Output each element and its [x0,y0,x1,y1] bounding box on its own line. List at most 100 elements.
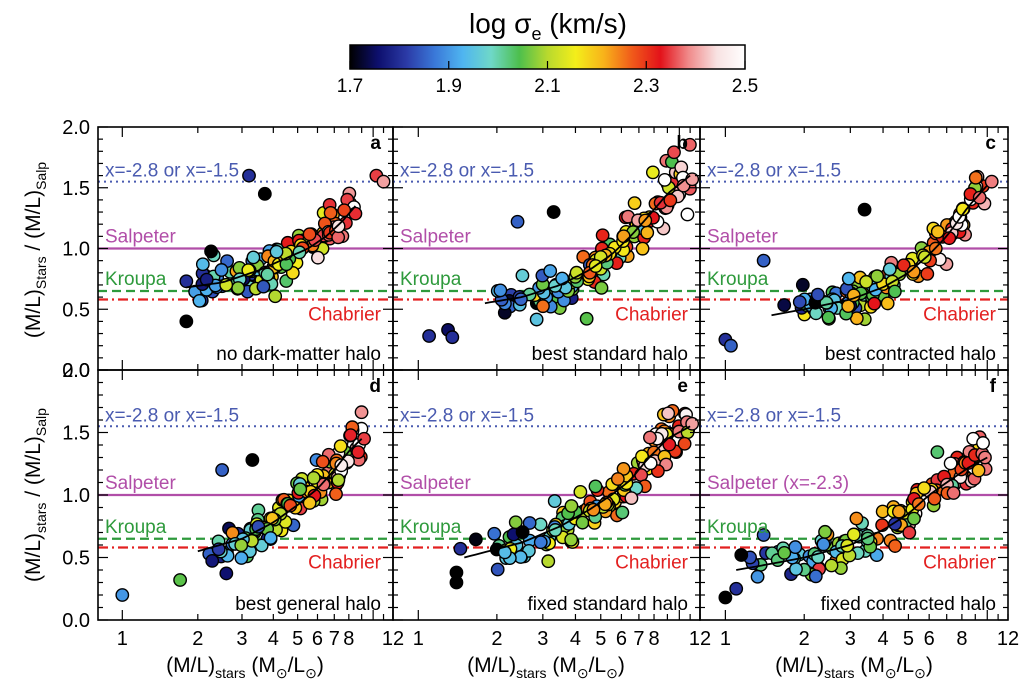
xlabel: (M/L)stars (M⊙/L⊙) [467,654,625,681]
data-point [968,170,983,185]
x-tick-label: 5 [595,628,606,650]
data-point [724,338,738,353]
y-tick-label: 1.5 [62,178,90,200]
x-tick-label: 12 [382,628,404,650]
data-point [972,190,987,205]
x-tick-label: 8 [956,628,967,650]
panel-label: best general halo [235,594,381,615]
data-point [788,540,803,554]
data-point [677,436,692,451]
data-point [205,553,220,568]
x-imf-label: x=-2.8 or x=-1.5 [400,161,534,182]
ylabel-top: (M/L)Stars / (M/L)Salp [22,162,49,338]
data-point [661,406,676,421]
x-imf-label: x=-2.8 or x=-1.5 [105,161,239,182]
data-point [891,504,906,519]
data-point [564,499,579,513]
kroupa-label: Kroupa [707,269,769,290]
data-point [263,531,278,545]
x-tick-label: 1 [117,628,128,650]
data-point [522,516,537,530]
chabrier-label: Chabrier [923,305,997,326]
data-point [515,268,530,283]
data-point [683,137,697,152]
data-point [302,496,317,510]
panel-label: fixed contracted halo [821,594,996,615]
kroupa-label: Kroupa [400,517,462,538]
data-point [543,264,558,278]
data-point [595,228,610,243]
data-point [808,569,823,584]
panel-f: x=-2.8 or x=-1.5 Salpeter (x=-2.3) Kroupa C… [699,369,1019,650]
data-point [867,296,882,311]
colorbar-tick-label: 1.7 [337,76,363,97]
data-point [510,214,525,229]
colorbar-tick-label: 2.5 [732,76,758,97]
data-point [643,456,658,471]
salpeter-label: Salpeter [105,473,176,494]
data-point [729,581,744,596]
data-point [880,296,895,311]
data-point [857,202,872,217]
colorbar-tick-label: 1.9 [436,76,462,97]
data-point [219,566,234,581]
x-tick-label: 5 [903,628,914,650]
data-point [887,284,902,299]
x-tick-label: 7 [633,628,644,650]
data-point [468,532,483,547]
data-point [756,528,771,542]
data-point [643,430,657,445]
y-tick-label: 0.5 [62,548,90,570]
kroupa-label: Kroupa [105,269,167,290]
data-point [173,573,188,587]
data-point [302,227,317,242]
y-tick-label: 1.5 [62,423,90,445]
data-point [536,299,550,314]
data-point [870,269,885,284]
data-point [323,205,338,220]
data-point [615,505,630,520]
panel-b: x=-2.8 or x=-1.5 Salpeter Kroupa Chabrier be… [392,126,701,371]
data-point [946,486,961,500]
data-point [896,258,911,273]
data-point [821,310,836,325]
data-point [756,253,771,268]
x-tick-label: 12 [997,628,1019,650]
data-point [750,569,765,584]
data-point [930,445,945,460]
y-tick-label: 2.0 [62,117,90,139]
data-point [333,439,348,453]
kroupa-label: Kroupa [400,269,462,290]
data-point [214,263,229,277]
data-point [445,330,460,345]
data-point [816,537,831,552]
data-point [343,428,358,443]
data-point [546,205,561,219]
salpeter-label: Salpeter (x=-2.3) [707,473,849,494]
x-tick-label: 4 [570,628,581,650]
panel-c: x=-2.8 or x=-1.5 Salpeter Kroupa Chabrier be… [699,126,1009,371]
data-point [859,274,874,289]
data-point [792,295,807,309]
x-tick-label: 6 [924,628,935,650]
y-tick-label: 0.5 [62,299,90,321]
data-point [777,546,792,560]
data-point [588,479,603,494]
panel-label: no dark-matter halo [216,344,381,365]
data-point [810,287,825,302]
data-point [422,329,437,343]
data-point [818,524,832,539]
trend-line [186,205,357,289]
data-point [541,554,556,569]
data-point [795,277,810,292]
trend-line [736,456,988,571]
data-point [348,206,363,221]
data-point [927,491,942,506]
x-imf-label: x=-2.8 or x=-1.5 [400,405,534,426]
kroupa-label: Kroupa [707,517,769,538]
data-point [930,224,945,239]
panel-letter: c [985,133,996,154]
kroupa-label: Kroupa [105,517,167,538]
data-point [331,219,346,234]
data-point [329,487,343,502]
